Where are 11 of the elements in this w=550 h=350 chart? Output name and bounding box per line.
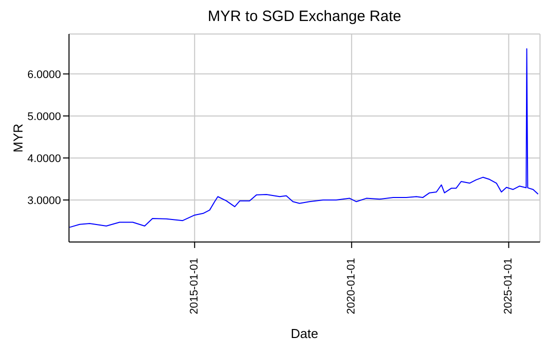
x-tick-label: 2025-01-01 [502,258,515,314]
y-tick-label: 4.0000 [27,152,61,165]
x-tick-label: 2015-01-01 [188,258,201,314]
y-tick-label: 6.0000 [27,68,61,81]
y-tick-label: 5.0000 [27,110,61,123]
y-tick-label: 3.0000 [27,194,61,207]
line-series [69,48,539,228]
chart-title: MYR to SGD Exchange Rate [206,8,402,25]
x-axis-title: Date [290,326,318,341]
y-axis-title: MYR [10,124,26,152]
x-tick-label: 2020-01-01 [346,258,358,314]
